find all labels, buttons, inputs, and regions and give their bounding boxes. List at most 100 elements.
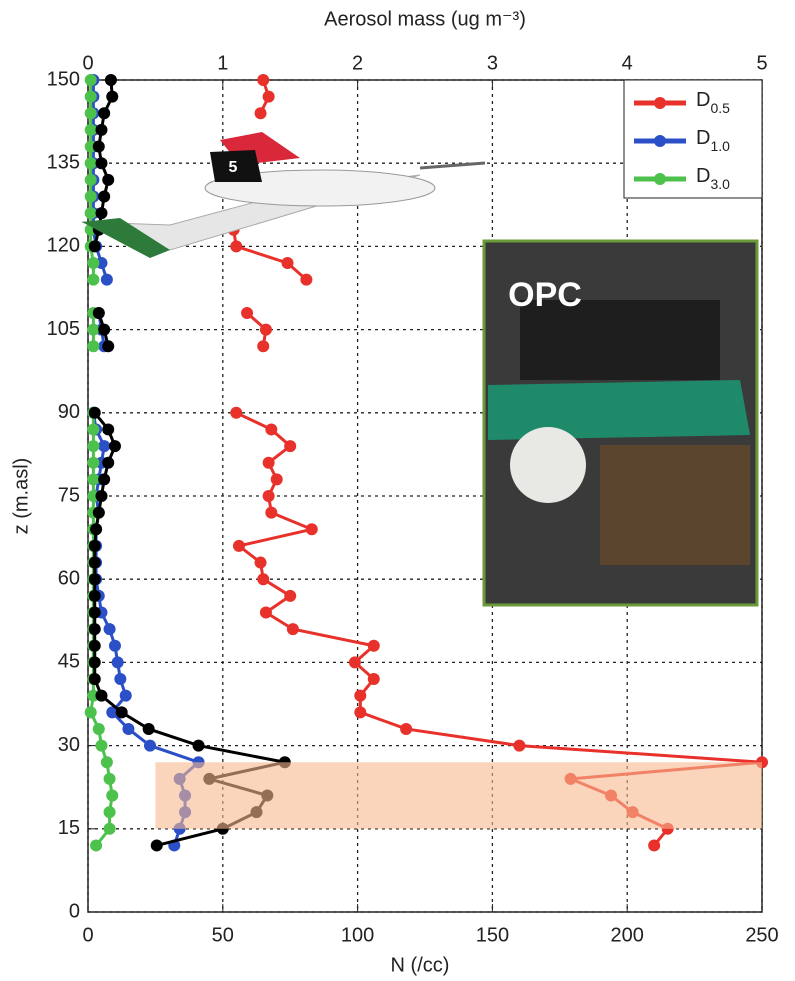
data-point xyxy=(281,257,294,270)
data-point xyxy=(259,606,272,619)
data-point xyxy=(106,706,119,719)
data-point xyxy=(104,74,117,86)
data-point xyxy=(192,739,205,752)
data-point xyxy=(254,556,267,569)
data-point xyxy=(84,190,97,203)
data-point xyxy=(84,74,97,86)
legend-subscript: 0.5 xyxy=(710,100,730,116)
data-point xyxy=(92,306,105,319)
highlight-band xyxy=(155,762,762,829)
aircraft-wingtip xyxy=(82,218,170,258)
data-point xyxy=(111,656,124,669)
x2-axis-title: Aerosol mass (ug m⁻³) xyxy=(324,8,526,30)
data-point xyxy=(354,706,367,719)
data-point xyxy=(122,722,135,735)
opc-fan xyxy=(510,427,586,503)
data-point xyxy=(108,440,121,453)
data-point xyxy=(87,340,100,353)
data-point xyxy=(87,473,100,486)
y-tick-label: 135 xyxy=(47,151,80,173)
data-point xyxy=(98,440,111,453)
data-point xyxy=(265,506,278,519)
legend-label: D0.5 xyxy=(696,89,730,115)
data-point xyxy=(305,523,318,536)
x2-tick-label: 3 xyxy=(487,52,498,74)
legend-subscript: 3.0 xyxy=(710,176,730,192)
x-tick-label: 0 xyxy=(82,924,93,946)
data-point xyxy=(84,123,97,136)
data-point xyxy=(87,323,100,336)
data-point xyxy=(98,473,111,486)
data-point xyxy=(241,306,254,319)
data-point xyxy=(88,406,101,419)
data-point xyxy=(144,739,157,752)
y-tick-label: 75 xyxy=(58,484,80,506)
aircraft-number: 5 xyxy=(229,159,238,176)
data-point xyxy=(84,173,97,186)
legend-subscript: 1.0 xyxy=(710,138,730,154)
data-point xyxy=(230,406,243,419)
data-point xyxy=(92,140,105,153)
data-point xyxy=(102,423,115,436)
y-tick-label: 105 xyxy=(47,318,80,340)
data-point xyxy=(103,822,116,835)
data-point xyxy=(150,839,163,852)
data-point xyxy=(106,789,119,802)
y-tick-label: 15 xyxy=(58,817,80,839)
legend-label: D3.0 xyxy=(696,165,730,191)
data-point xyxy=(284,589,297,602)
data-point xyxy=(95,490,108,502)
data-point xyxy=(88,539,101,552)
data-point xyxy=(88,606,101,619)
opc-photo: OPC xyxy=(482,239,759,607)
data-point xyxy=(84,90,97,103)
data-point xyxy=(106,90,119,103)
x-axis-title: N (/cc) xyxy=(391,954,450,976)
data-point xyxy=(95,123,108,136)
x-tick-label: 200 xyxy=(611,924,644,946)
legend: D0.5 D1.0 D3.0 xyxy=(623,79,763,199)
data-point xyxy=(84,107,97,120)
data-point xyxy=(95,689,108,702)
data-point xyxy=(103,772,116,785)
opc-strap xyxy=(488,380,750,440)
data-point xyxy=(98,107,111,120)
data-point xyxy=(92,722,105,735)
data-point xyxy=(102,456,115,469)
y-tick-label: 120 xyxy=(47,235,80,257)
data-point xyxy=(232,539,245,552)
data-point xyxy=(648,839,661,852)
legend-label: D1.0 xyxy=(696,127,730,153)
legend-marker xyxy=(654,135,666,147)
data-point xyxy=(513,739,526,752)
data-point xyxy=(286,623,299,636)
data-point xyxy=(87,456,100,469)
data-point xyxy=(262,456,275,469)
y-tick-label: 30 xyxy=(58,734,80,756)
data-point xyxy=(87,423,100,436)
data-point xyxy=(95,157,108,170)
data-point xyxy=(84,207,97,220)
legend-marker xyxy=(654,173,666,185)
data-point xyxy=(348,656,361,669)
data-point xyxy=(95,207,108,220)
data-point xyxy=(88,656,101,669)
y-tick-label: 150 xyxy=(47,68,80,90)
data-point xyxy=(142,722,155,735)
y-axis-title: z (m.asl) xyxy=(10,458,32,535)
aircraft-photo: 5 xyxy=(81,132,486,258)
y-tick-label: 60 xyxy=(58,567,80,589)
data-point xyxy=(114,673,127,686)
data-point xyxy=(88,623,101,636)
data-point xyxy=(88,673,101,686)
opc-label: OPC xyxy=(508,276,582,314)
data-point xyxy=(87,273,100,286)
data-point xyxy=(98,323,111,336)
data-point xyxy=(102,173,115,186)
data-point xyxy=(95,739,108,752)
data-point xyxy=(300,273,313,286)
y-tick-label: 90 xyxy=(58,401,80,423)
x2-tick-label: 2 xyxy=(352,52,363,74)
data-point xyxy=(265,423,278,436)
